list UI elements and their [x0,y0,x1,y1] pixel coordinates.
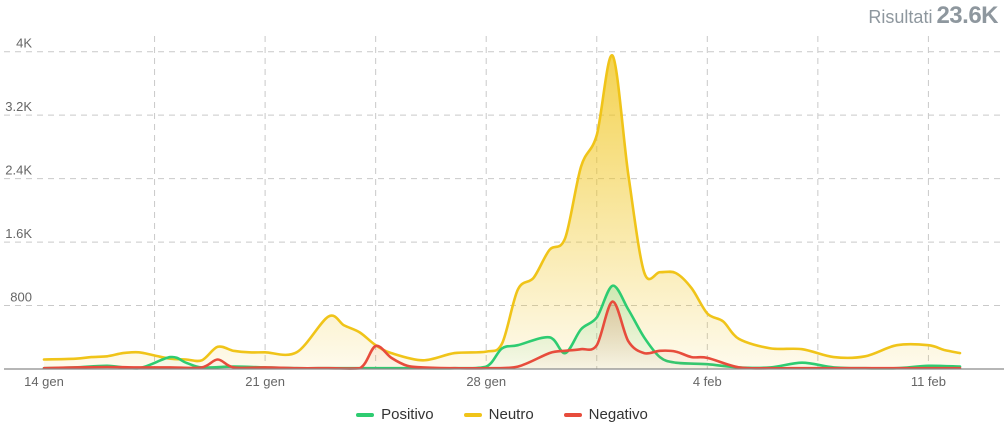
x-tick-label: 28 gen [466,374,506,389]
legend-item-positivo[interactable]: Positivo [356,406,434,423]
x-tick-label: 21 gen [245,374,285,389]
x-tick-label: 14 gen [24,374,64,389]
legend-swatch [563,412,582,417]
legend-swatch [463,412,482,417]
legend-label: Positivo [381,406,434,423]
y-tick-label: 1.6K [5,226,32,241]
y-tick-label: 3.2K [5,99,32,114]
y-tick-label: 4K [16,36,32,51]
x-tick-label: 11 feb [911,374,946,389]
series-area-neutro [44,55,960,370]
sentiment-area-chart: 800 1.6K 2.4K 3.2K 4K 14 gen 21 gen 28 gen 4 feb… [4,36,1004,389]
legend-item-negativo[interactable]: Negativo [563,406,648,423]
y-tick-label: 800 [10,290,32,305]
legend-label: Neutro [488,406,534,423]
series-area-positivo [44,285,960,369]
results-label: Risultati [868,7,933,27]
x-tick-label: 4 feb [693,374,722,389]
series-line-neutro [42,54,962,363]
chart-legend: Positivo Neutro Negativo [0,406,1004,423]
results-value: 23.6K [936,2,998,29]
results-count: Risultati 23.6K [868,2,998,30]
legend-label: Negativo [588,406,648,423]
series-line-negativo [42,300,962,370]
legend-item-neutro[interactable]: Neutro [463,406,534,423]
legend-swatch [356,412,375,417]
y-tick-label: 2.4K [5,163,32,178]
